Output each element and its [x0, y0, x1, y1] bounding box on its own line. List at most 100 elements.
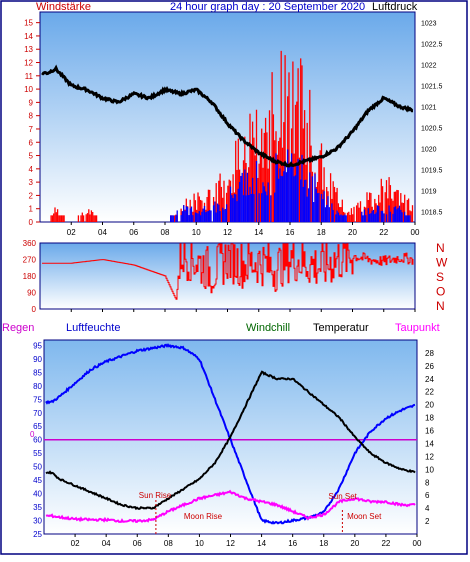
direction-tick-label: 360: [23, 239, 37, 248]
direction-x-axis: [70, 309, 416, 312]
humidity-tick-label: 35: [33, 503, 42, 512]
humidity-tick-label: 70: [33, 409, 42, 418]
bottom-x-tick-label: 06: [133, 539, 142, 548]
humidity-tick-label: 65: [33, 422, 42, 431]
bottom-x-tick-label: 18: [319, 539, 328, 548]
direction-tick-label: 90: [27, 289, 36, 298]
bottom-x-tick-label: 02: [71, 539, 80, 548]
legend-regen: Regen: [2, 322, 34, 334]
sun-set-label: Sun Set: [328, 492, 357, 501]
pressure-tick-label: 1022.5: [421, 42, 443, 49]
top-right-axis: 1018.5 1019 1019.5 1020 1020.5 1021 1021.5 1022…: [421, 21, 443, 217]
compass-letter: S: [436, 270, 444, 284]
temperature-tick-label: 22: [425, 388, 434, 397]
sun-rise-label: Sun Rise: [139, 491, 172, 500]
dewpoint-line: [45, 489, 416, 523]
bottom-chart: Regen Luftfeuchte Windchill Temperatur T…: [2, 322, 440, 548]
windspeed-tick-label: 3: [29, 178, 34, 187]
windspeed-tick-label: 9: [29, 98, 34, 107]
windspeed-tick-label: 14: [24, 32, 33, 41]
top-x-tick-label: 20: [348, 228, 357, 237]
pressure-tick-label: 1021.5: [421, 84, 443, 91]
humidity-tick-label: 25: [33, 530, 42, 539]
temperature-tick-label: 16: [425, 427, 434, 436]
compass-letter: N: [436, 241, 445, 255]
temperature-tick-label: 18: [425, 414, 434, 423]
humidity-tick-label: 60: [33, 436, 42, 445]
windspeed-tick-label: 15: [24, 19, 33, 28]
moon-set-label: Moon Set: [347, 512, 382, 521]
windspeed-tick-label: 5: [29, 152, 34, 161]
humidity-tick-label: 55: [33, 449, 42, 458]
humidity-line: [45, 343, 416, 525]
bottom-x-tick-label: 10: [195, 539, 204, 548]
top-x-axis: 02 04 06 08 10 12 14 16 18 20 22 00: [67, 222, 420, 237]
humidity-tick-label: 75: [33, 395, 42, 404]
temperature-tick-label: 4: [425, 504, 430, 513]
windspeed-tick-label: 12: [24, 59, 33, 68]
top-x-tick-label: 16: [286, 228, 295, 237]
top-header-left: Windstärke: [36, 1, 91, 13]
bottom-x-tick-label: 14: [257, 539, 266, 548]
humidity-tick-label: 45: [33, 476, 42, 485]
legend-luftfeuchte: Luftfeuchte: [66, 322, 120, 334]
windspeed-tick-label: 11: [25, 72, 34, 81]
top-x-tick-label: 10: [192, 228, 201, 237]
bottom-x-axis: 02 04 06 08 10 12 14 16 18 20 22 00: [71, 534, 422, 548]
bottom-x-tick-label: 22: [381, 539, 390, 548]
temperature-tick-label: 8: [425, 478, 430, 487]
direction-left-axis: 0 90 180 270 360: [23, 239, 37, 314]
wind-direction-line: [42, 243, 414, 300]
temperature-tick-label: 12: [425, 452, 434, 461]
compass-letter: O: [436, 285, 445, 299]
top-x-tick-label: 12: [223, 228, 232, 237]
pressure-tick-label: 1021: [421, 105, 437, 112]
pressure-tick-label: 1019.5: [421, 168, 443, 175]
top-header-center: 24 hour graph day : 20 September 2020: [170, 1, 365, 13]
pressure-tick-label: 1019: [421, 189, 437, 196]
compass-letter: N: [436, 299, 445, 313]
windspeed-tick-label: 1: [29, 205, 34, 214]
pressure-tick-label: 1020: [421, 147, 437, 154]
windspeed-tick-label: 7: [29, 125, 34, 134]
top-chart: Windstärke 24 hour graph day : 20 Septem…: [24, 1, 442, 237]
pressure-tick-label: 1023: [421, 21, 437, 28]
windspeed-tick-label: 4: [29, 165, 34, 174]
pressure-tick-label: 1020.5: [421, 126, 443, 133]
legend-windchill: Windchill: [246, 322, 290, 334]
temperature-tick-label: 26: [425, 362, 434, 371]
humidity-tick-label: 30: [33, 517, 42, 526]
temperature-tick-label: 14: [425, 439, 434, 448]
direction-tick-label: 180: [23, 272, 37, 281]
bottom-x-tick-label: 08: [164, 539, 173, 548]
wind-series: [170, 149, 411, 222]
top-x-tick-label: 02: [67, 228, 76, 237]
bottom-x-tick-label: 16: [288, 539, 297, 548]
direction-tick-label: 0: [32, 305, 37, 314]
windspeed-tick-label: 10: [24, 85, 33, 94]
temperature-tick-label: 6: [425, 491, 430, 500]
bottom-x-tick-label: 20: [350, 539, 359, 548]
bottom-x-tick-label: 12: [226, 539, 235, 548]
direction-tick-label: 270: [23, 256, 37, 265]
bottom-x-tick-label: 04: [102, 539, 111, 548]
top-header-right: Luftdruck: [372, 1, 418, 13]
pressure-line: [41, 64, 414, 168]
top-x-tick-label: 04: [98, 228, 107, 237]
pressure-tick-label: 1022: [421, 63, 437, 70]
humidity-tick-label: 80: [33, 382, 42, 391]
windspeed-tick-label: 13: [24, 45, 33, 54]
top-x-tick-label: 06: [129, 228, 138, 237]
legend-taupunkt: Taupunkt: [395, 322, 440, 334]
temperature-line: [45, 370, 416, 511]
top-x-tick-label: 00: [411, 228, 420, 237]
temperature-tick-label: 24: [425, 375, 434, 384]
top-x-tick-label: 22: [379, 228, 388, 237]
